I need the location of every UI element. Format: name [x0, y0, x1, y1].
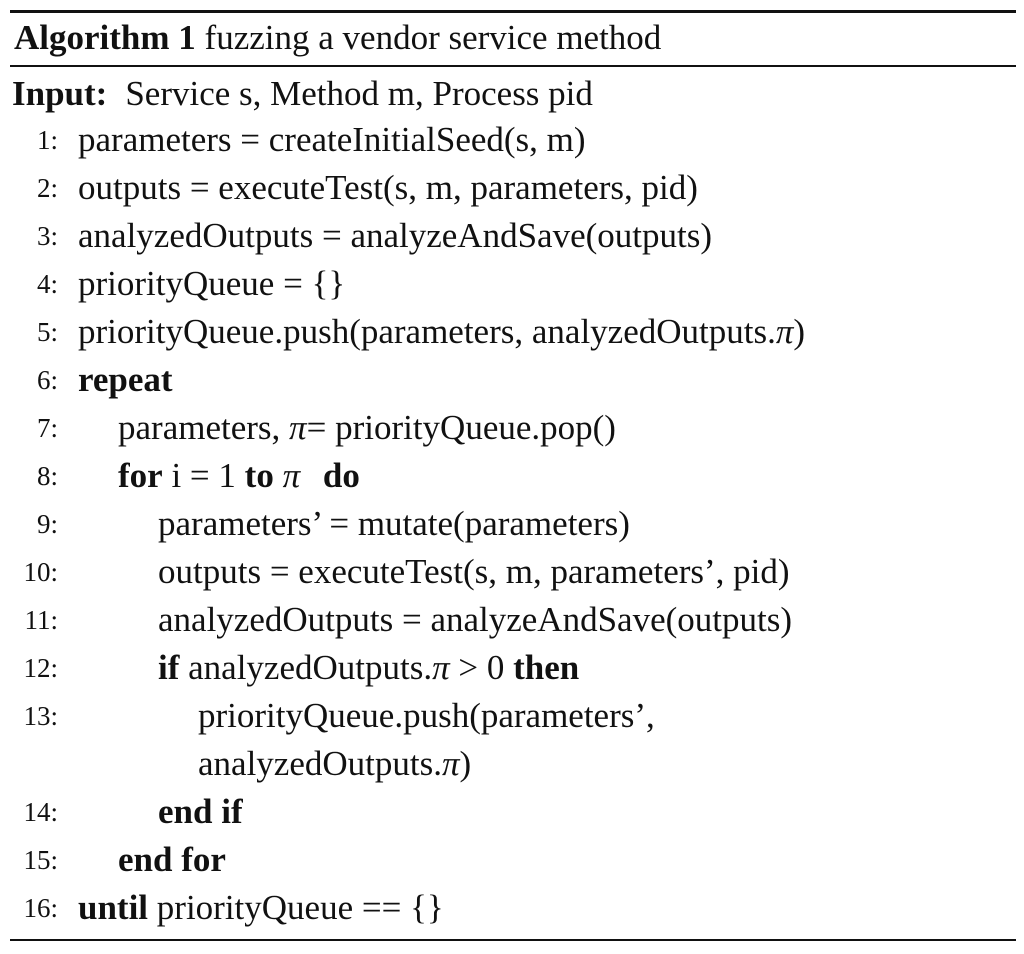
algorithm-caption: Algorithm 1 fuzzing a vendor service met… [14, 16, 661, 60]
end-if-keyword: end if [158, 792, 243, 831]
do-keyword: do [322, 456, 360, 495]
line-code: analyzedOutputs = analyzeAndSave(outputs… [78, 216, 712, 255]
line-code: parameters = createInitialSeed(s, m) [78, 120, 586, 159]
line-number: 7: [36, 413, 58, 443]
line-code: until priorityQueue == {} [78, 884, 444, 932]
algorithm-box: Algorithm 1 fuzzing a vendor service met… [10, 10, 1016, 942]
pi-symbol: π [775, 312, 794, 351]
pi-symbol: π [289, 408, 307, 447]
line-number: 13: [23, 701, 58, 731]
line-code: priorityQueue.push(parameters’, [198, 696, 655, 735]
line-number: 16: [23, 893, 58, 923]
line-code: for i = 1 to π do [118, 452, 360, 500]
code-text: priorityQueue == {} [156, 888, 444, 927]
input-keyword: Input: [12, 74, 108, 113]
line-code: analyzedOutputs = analyzeAndSave(outputs… [158, 600, 792, 639]
code-text: parameters, [118, 408, 290, 447]
line-number: 11: [24, 605, 59, 635]
caption-rule [10, 65, 1016, 67]
line-code: outputs = executeTest(s, m, parameters’,… [158, 552, 790, 591]
code-text: i = 1 [171, 456, 236, 495]
code-text: ) [793, 312, 806, 351]
line-number: 10: [23, 557, 58, 587]
line-code: if analyzedOutputs.π > 0 then [158, 644, 579, 692]
code-text: analyzedOutputs. [198, 744, 442, 783]
to-keyword: to [244, 456, 274, 495]
comparison-text: > 0 [449, 648, 514, 687]
until-keyword: until [78, 888, 149, 927]
line-code: outputs = executeTest(s, m, parameters, … [78, 168, 698, 207]
line-number: 14: [23, 797, 58, 827]
bottom-rule [10, 939, 1016, 941]
line-number: 12: [23, 653, 58, 683]
line-number: 6: [36, 365, 58, 395]
line-code: analyzedOutputs.π) [198, 740, 471, 788]
top-rule [10, 10, 1016, 13]
line-number: 4: [36, 269, 58, 299]
algorithm-title: fuzzing a vendor service method [204, 18, 662, 57]
line-code: parameters’ = mutate(parameters) [158, 504, 630, 543]
algorithm-label: Algorithm 1 [14, 18, 196, 57]
repeat-keyword: repeat [78, 360, 173, 399]
for-keyword: for [118, 456, 163, 495]
pi-symbol: π [282, 456, 301, 495]
line-code: parameters, π= priorityQueue.pop() [118, 404, 616, 452]
if-keyword: if [158, 648, 180, 687]
line-number: 9: [36, 509, 58, 539]
input-text: Service s, Method m, Process pid [125, 74, 593, 113]
line-number: 3: [36, 221, 58, 251]
code-text: priorityQueue.push(parameters, analyzedO… [78, 312, 776, 351]
code-text: ) [459, 744, 472, 783]
line-number: 1: [36, 125, 58, 155]
line-number: 2: [36, 173, 58, 203]
line-number: 5: [36, 317, 58, 347]
code-text: = priorityQueue.pop() [306, 408, 616, 447]
code-text: analyzedOutputs. [188, 648, 433, 687]
line-code: priorityQueue.push(parameters, analyzedO… [78, 308, 805, 356]
then-keyword: then [513, 648, 580, 687]
pi-symbol: π [432, 648, 450, 687]
line-number: 8: [36, 461, 58, 491]
line-code: priorityQueue = {} [78, 264, 346, 303]
input-line: Input: Service s, Method m, Process pid [12, 72, 593, 116]
line-number: 15: [23, 845, 58, 875]
end-for-keyword: end for [118, 840, 226, 879]
pi-symbol: π [441, 744, 460, 783]
